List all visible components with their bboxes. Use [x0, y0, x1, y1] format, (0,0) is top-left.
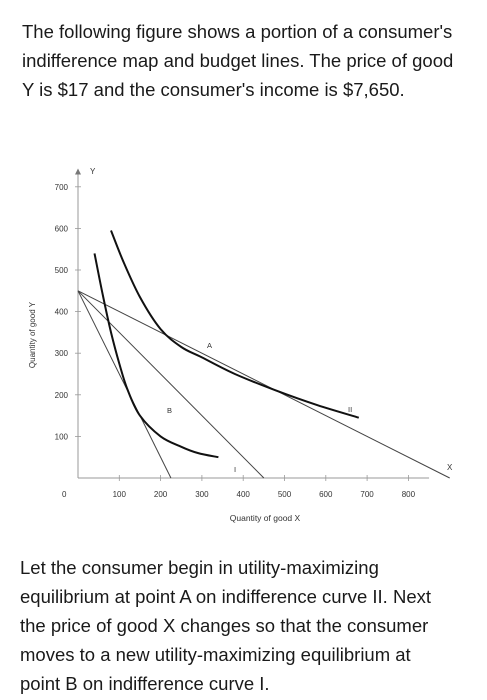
y-axis-arrow	[75, 168, 81, 175]
question-intro: The following figure shows a portion of …	[22, 17, 472, 104]
body-line: moves to a new utility-maximizing equili…	[20, 644, 411, 665]
x-tick-label: 200	[154, 490, 168, 499]
indifference-curves	[93, 230, 360, 459]
x-tick-label: 100	[113, 490, 127, 499]
indifference-curve-i	[93, 253, 219, 459]
x-axis-letter: X	[447, 463, 453, 472]
point-b-label: B	[167, 406, 172, 415]
budget-line	[77, 290, 265, 479]
x-axis-title: Quantity of good X	[230, 513, 301, 523]
y-tick-label: 200	[55, 391, 69, 400]
y-tick-label: 400	[55, 308, 69, 317]
x-tick-label: 800	[402, 490, 416, 499]
x-tick-label: 700	[360, 490, 374, 499]
body-line: point B on indifference curve I.	[20, 673, 270, 694]
y-tick-label: 700	[55, 183, 69, 192]
indifference-map-figure: 100 200 300 400 500 600 700 800 100 200 300 400 500 6…	[28, 167, 453, 523]
body-line: the price of good X changes so that the …	[20, 615, 429, 636]
intro-line: The following figure shows a portion of …	[22, 21, 453, 42]
y-axis-letter: Y	[90, 167, 96, 176]
x-tick-label: 500	[278, 490, 292, 499]
intro-line: Y is $17 and the consumer's income is $7…	[22, 79, 405, 100]
y-tick-label: 500	[55, 266, 69, 275]
body-line: equilibrium at point A on indifference c…	[20, 586, 432, 607]
intro-line: indifference map and budget lines. The p…	[22, 50, 454, 71]
question-body: Let the consumer begin in utility-maximi…	[20, 553, 475, 698]
y-tick-label: 600	[55, 224, 69, 233]
budget-line	[77, 290, 450, 479]
curve-i-label: I	[234, 465, 236, 474]
indifference-curve-ii	[110, 230, 360, 419]
axes	[75, 168, 430, 479]
x-tick-label: 400	[237, 490, 251, 499]
y-axis-title: Quantity of good Y	[28, 301, 37, 368]
budget-lines	[77, 290, 450, 479]
body-line: Let the consumer begin in utility-maximi…	[20, 557, 379, 578]
ticks: 100 200 300 400 500 600 700 800 100 200 300 400 500 6…	[55, 183, 416, 499]
origin-label: 0	[62, 490, 67, 499]
curve-ii-label: II	[348, 405, 352, 414]
x-tick-label: 300	[195, 490, 209, 499]
y-tick-label: 100	[55, 432, 69, 441]
y-tick-label: 300	[55, 349, 69, 358]
x-tick-label: 600	[319, 490, 333, 499]
point-a-label: A	[207, 341, 212, 350]
budget-line	[77, 290, 172, 479]
